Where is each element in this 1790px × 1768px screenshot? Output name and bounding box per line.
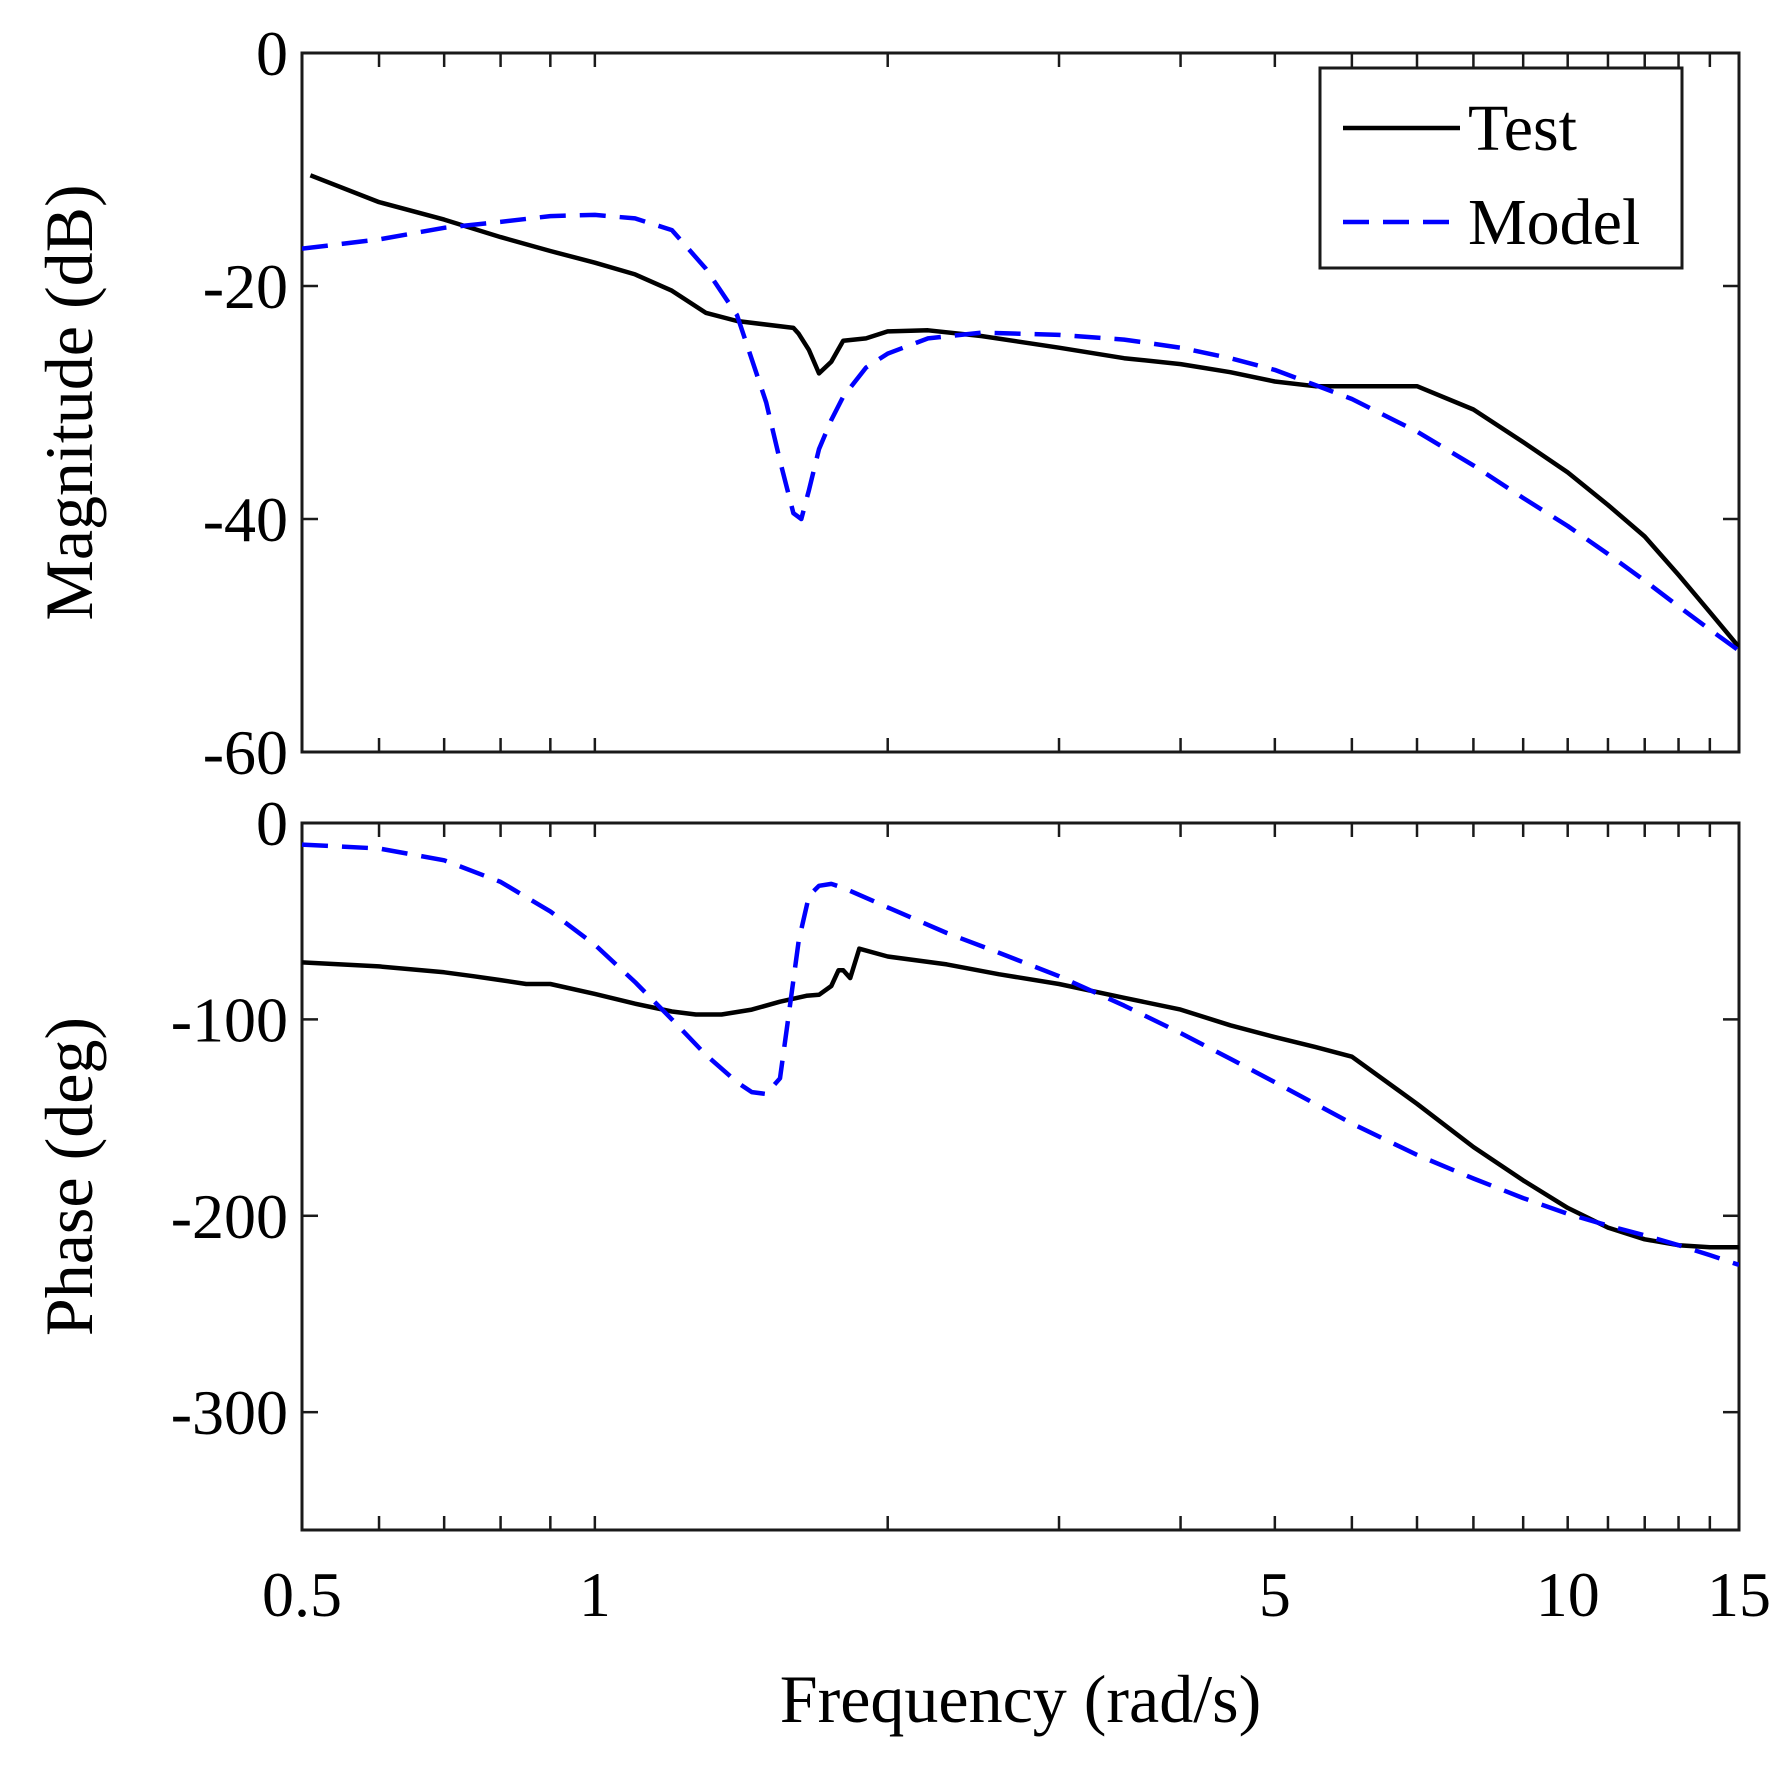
magnitude-y-tick-label: -60	[203, 717, 288, 788]
magnitude-y-tick-label: -40	[203, 484, 288, 555]
phase-series-group	[302, 842, 1739, 1268]
phase-y-tick-label: -200	[171, 1181, 288, 1252]
phase-y-tick-label: 0	[256, 788, 288, 859]
magnitude-panel: 0 -20 -40 -60 Magnitude (dB) Test Model	[31, 18, 1741, 788]
magnitude-series-test	[309, 173, 1739, 649]
magnitude-y-tick-label: -20	[203, 251, 288, 322]
magnitude-y-axis-label: Magnitude (dB)	[31, 184, 107, 620]
x-tick-label: 1	[579, 1559, 611, 1630]
legend-label-model: Model	[1468, 186, 1640, 259]
phase-series-test	[302, 946, 1739, 1250]
x-axis-label: Frequency (rad/s)	[780, 1661, 1261, 1737]
phase-y-tick-label: -100	[171, 984, 288, 1055]
phase-series-model	[302, 842, 1739, 1268]
legend-label-test: Test	[1468, 92, 1577, 165]
x-tick-label: 5	[1259, 1559, 1291, 1630]
phase-axes-box	[300, 821, 1741, 1532]
magnitude-y-tick-label: 0	[256, 18, 288, 89]
phase-panel: 0 -100 -200 -300 Phase (deg)	[31, 788, 1741, 1532]
magnitude-series-group	[302, 173, 1739, 653]
x-tick-label: 15	[1707, 1559, 1771, 1630]
x-tick-label: 10	[1536, 1559, 1600, 1630]
x-tick-label: 0.5	[262, 1559, 342, 1630]
legend: Test Model	[1318, 66, 1684, 270]
magnitude-series-model	[302, 212, 1739, 653]
magnitude-axes-box	[300, 51, 1741, 754]
legend-box	[1318, 66, 1684, 270]
phase-y-tick-label: -300	[171, 1377, 288, 1448]
phase-y-axis-label: Phase (deg)	[31, 1017, 107, 1336]
